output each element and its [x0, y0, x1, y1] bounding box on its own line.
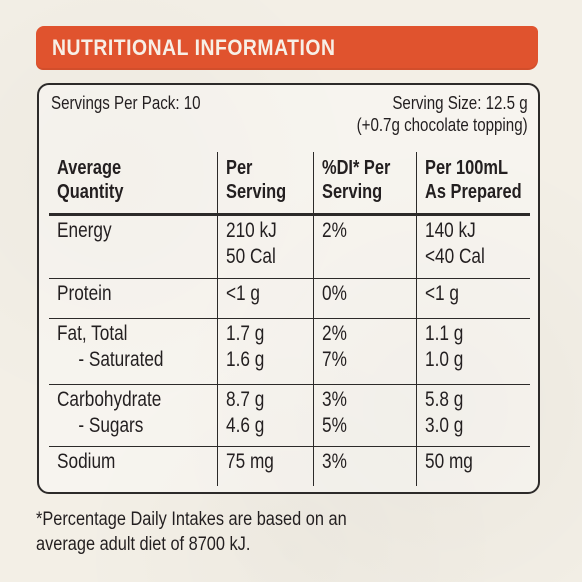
header-line: Serving: [321, 181, 382, 203]
cell-text: 3%: [321, 387, 347, 411]
table-row-carbohydrate: Carbohydrate - Sugars 8.7 g 4.6 g 3% 5%: [49, 383, 530, 447]
cell-text: 50 Cal: [225, 244, 276, 268]
cell-di: 3%: [312, 445, 417, 486]
daily-intake-footnote: *Percentage Daily Intakes are based on a…: [36, 507, 536, 557]
header-line: Per: [225, 157, 252, 179]
serving-size-line1: Serving Size: 12.5 g: [392, 93, 528, 113]
cell-text: 75 mg: [225, 449, 274, 473]
cell-text: 2%: [321, 321, 347, 345]
table-row-protein: Protein <1 g 0% <1 g: [49, 277, 530, 319]
cell-per-serving: 1.7 g 1.6 g: [216, 317, 314, 385]
cell-text: Sodium: [57, 449, 116, 473]
cell-quantity: Carbohydrate - Sugars: [49, 383, 218, 447]
cell-text: Energy: [57, 218, 112, 242]
header-line: Serving: [225, 181, 286, 203]
header-line: As Prepared: [424, 181, 522, 203]
cell-text: <1 g: [424, 281, 459, 305]
servings-per-pack: Servings Per Pack: 10: [51, 93, 201, 113]
table-header-row: Average Quantity Per Serving %DI* Per Se…: [49, 152, 530, 216]
header-per-100ml: Per 100mL As Prepared: [415, 152, 530, 216]
table-row-fat: Fat, Total - Saturated 1.7 g 1.6 g 2% 7%: [49, 317, 530, 385]
cell-text: Protein: [57, 281, 112, 305]
cell-per-100ml: <1 g: [415, 277, 530, 319]
cell-text: 1.7 g: [225, 321, 264, 345]
header-per-serving: Per Serving: [216, 152, 314, 216]
cell-di: 3% 5%: [312, 383, 417, 447]
nutrition-table: Average Quantity Per Serving %DI* Per Se…: [49, 152, 530, 486]
cell-per-serving: <1 g: [216, 277, 314, 319]
footnote-line2: average adult diet of 8700 kJ.: [36, 534, 251, 555]
cell-text: 140 kJ: [424, 218, 476, 242]
cell-di: 2% 7%: [312, 317, 417, 385]
cell-text: 210 kJ: [225, 218, 277, 242]
table-row-sodium: Sodium 75 mg 3% 50 mg: [49, 445, 530, 486]
cell-text: Carbohydrate: [57, 387, 162, 411]
cell-text: - Saturated: [78, 347, 164, 371]
cell-di: 2%: [312, 213, 417, 279]
cell-text: Fat, Total: [57, 321, 128, 345]
header-line: %DI* Per: [321, 157, 390, 179]
nutrition-panel: Servings Per Pack: 10 Serving Size: 12.5…: [37, 83, 540, 494]
cell-per-100ml: 140 kJ <40 Cal: [415, 213, 530, 279]
header-di-per-serving: %DI* Per Serving: [312, 152, 417, 216]
cell-text: 5.8 g: [424, 387, 463, 411]
header-average-quantity: Average Quantity: [49, 152, 218, 216]
table-row-energy: Energy 210 kJ 50 Cal 2% 140 kJ <40 Cal: [49, 213, 530, 279]
cell-text: 50 mg: [424, 449, 473, 473]
serving-size: Serving Size: 12.5 g (+0.7g chocolate to…: [357, 92, 528, 136]
cell-text: 8.7 g: [225, 387, 264, 411]
cell-text: 3%: [321, 449, 347, 473]
cell-per-100ml: 50 mg: [415, 445, 530, 486]
cell-per-100ml: 5.8 g 3.0 g: [415, 383, 530, 447]
banner-title: NUTRITIONAL INFORMATION: [52, 35, 336, 60]
cell-text: 7%: [321, 347, 347, 371]
cell-text: 1.6 g: [225, 347, 264, 371]
cell-text: 1.1 g: [424, 321, 463, 345]
cell-per-serving: 8.7 g 4.6 g: [216, 383, 314, 447]
cell-text: 3.0 g: [424, 413, 463, 437]
cell-text: 0%: [321, 281, 347, 305]
cell-text: 1.0 g: [424, 347, 463, 371]
cell-per-100ml: 1.1 g 1.0 g: [415, 317, 530, 385]
footnote-line1: *Percentage Daily Intakes are based on a…: [36, 509, 347, 530]
cell-text: 2%: [321, 218, 347, 242]
cell-text: 4.6 g: [225, 413, 264, 437]
cell-quantity: Fat, Total - Saturated: [49, 317, 218, 385]
cell-quantity: Protein: [49, 277, 218, 319]
nutrition-banner: NUTRITIONAL INFORMATION: [36, 26, 538, 70]
cell-quantity: Sodium: [49, 445, 218, 486]
cell-text: 5%: [321, 413, 347, 437]
cell-per-serving: 75 mg: [216, 445, 314, 486]
cell-text: <40 Cal: [424, 244, 485, 268]
header-line: Per 100mL: [424, 157, 508, 179]
cell-quantity: Energy: [49, 213, 218, 279]
header-line: Average: [57, 157, 122, 179]
cell-text: - Sugars: [78, 413, 144, 437]
cell-per-serving: 210 kJ 50 Cal: [216, 213, 314, 279]
header-line: Quantity: [57, 181, 124, 203]
cell-di: 0%: [312, 277, 417, 319]
cell-text: <1 g: [225, 281, 260, 305]
serving-size-line2: (+0.7g chocolate topping): [356, 115, 528, 135]
